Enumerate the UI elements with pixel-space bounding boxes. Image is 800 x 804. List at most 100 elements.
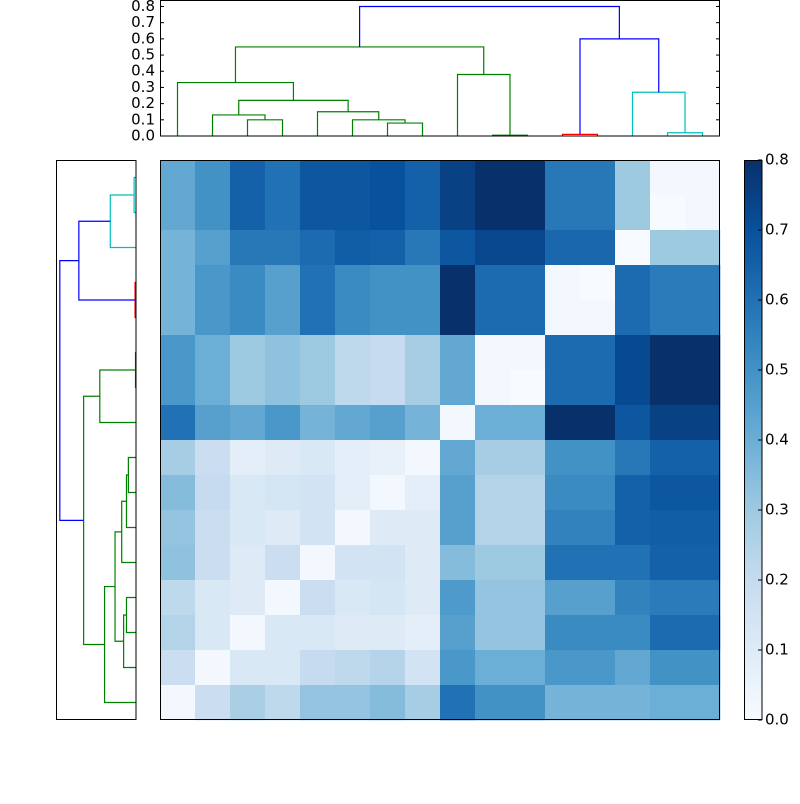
heatmap-cell <box>580 195 615 230</box>
heatmap-cell <box>230 650 265 685</box>
heatmap-cell <box>545 685 580 720</box>
heatmap-cell <box>370 265 405 300</box>
colorbar-tick-label: 0.3 <box>765 501 789 519</box>
heatmap-cell <box>265 370 300 405</box>
heatmap-cell <box>650 265 685 300</box>
heatmap-cell <box>685 300 720 335</box>
heatmap-cell <box>650 230 685 265</box>
heatmap-cell <box>160 650 195 685</box>
heatmap-cell <box>685 615 720 650</box>
heatmap-cell <box>335 475 370 510</box>
heatmap-cell <box>440 405 475 440</box>
heatmap-cell <box>685 230 720 265</box>
y-tick-label: 0.8 <box>131 0 155 15</box>
heatmap-cell <box>405 405 440 440</box>
heatmap-cell <box>195 510 230 545</box>
heatmap-cell <box>440 300 475 335</box>
heatmap-cell <box>160 685 195 720</box>
heatmap-cell <box>160 405 195 440</box>
heatmap-cell <box>545 405 580 440</box>
y-tick-label: 0.4 <box>131 62 155 80</box>
heatmap-cell <box>370 335 405 370</box>
heatmap-cell <box>545 545 580 580</box>
heatmap-cell <box>265 510 300 545</box>
colorbar-tick-label: 0.7 <box>765 221 789 239</box>
heatmap-cell <box>510 230 545 265</box>
heatmap-cell <box>230 265 265 300</box>
heatmap-cell <box>195 335 230 370</box>
heatmap-cell <box>160 230 195 265</box>
heatmap-cell <box>335 265 370 300</box>
dendrogram-link <box>178 83 294 136</box>
colorbar-tick-label: 0.6 <box>765 291 789 309</box>
heatmap-cell <box>580 265 615 300</box>
heatmap-cell <box>230 405 265 440</box>
heatmap-cell <box>685 265 720 300</box>
heatmap-cell <box>510 615 545 650</box>
colorbar-tick-label: 0.4 <box>765 431 789 449</box>
heatmap-cell <box>650 545 685 580</box>
heatmap-cell <box>545 580 580 615</box>
heatmap-cell <box>510 195 545 230</box>
dendrogram-link <box>126 598 136 633</box>
heatmap-cell <box>370 195 405 230</box>
heatmap-cell <box>370 650 405 685</box>
heatmap-cell <box>685 580 720 615</box>
dendrogram-link <box>239 100 348 115</box>
y-tick-label: 0.6 <box>131 29 155 47</box>
heatmap-cell <box>335 510 370 545</box>
heatmap-cell <box>300 440 335 475</box>
heatmap-cell <box>160 510 195 545</box>
heatmap-cell <box>405 615 440 650</box>
heatmap-cell <box>440 650 475 685</box>
heatmap-cell <box>265 615 300 650</box>
marks <box>60 6 720 720</box>
heatmap-cell <box>510 335 545 370</box>
heatmap-cell <box>440 160 475 195</box>
heatmap-cell <box>405 195 440 230</box>
heatmap-cell <box>580 405 615 440</box>
heatmap-cell <box>510 650 545 685</box>
heatmap-cell <box>615 615 650 650</box>
heatmap-cell <box>475 370 510 405</box>
heatmap-cell <box>615 335 650 370</box>
heatmap-cell <box>230 440 265 475</box>
heatmap-cell <box>335 615 370 650</box>
heatmap-cell <box>650 685 685 720</box>
heatmap-cell <box>335 580 370 615</box>
heatmap-cell <box>510 685 545 720</box>
heatmap-cell <box>370 510 405 545</box>
heatmap-cell <box>510 510 545 545</box>
heatmap-cell <box>405 300 440 335</box>
heatmap-cell <box>265 545 300 580</box>
heatmap-cell <box>335 440 370 475</box>
heatmap-cell <box>510 370 545 405</box>
heatmap-cell <box>230 230 265 265</box>
heatmap-cell <box>335 650 370 685</box>
heatmap-cell <box>510 405 545 440</box>
dendrogram-link <box>213 115 266 136</box>
heatmap-cell <box>230 335 265 370</box>
heatmap-cell <box>685 405 720 440</box>
heatmap-cell <box>405 160 440 195</box>
heatmap-cell <box>440 685 475 720</box>
heatmap-cell <box>545 650 580 685</box>
heatmap-cell <box>580 160 615 195</box>
heatmap-cell <box>580 510 615 545</box>
heatmap-cell <box>615 685 650 720</box>
heatmap-cell <box>370 545 405 580</box>
heatmap-cell <box>160 370 195 405</box>
y-tick-label: 0.7 <box>131 13 155 31</box>
heatmap-cell <box>335 405 370 440</box>
heatmap-cell <box>615 650 650 685</box>
heatmap-cell <box>440 475 475 510</box>
heatmap-cell <box>265 195 300 230</box>
heatmap-cell <box>650 160 685 195</box>
heatmap-cell <box>650 335 685 370</box>
heatmap-cell <box>405 510 440 545</box>
heatmap-cell <box>300 650 335 685</box>
heatmap-cell <box>195 440 230 475</box>
heatmap-cell <box>230 160 265 195</box>
heatmap-cell <box>475 580 510 615</box>
dendrogram-link <box>318 112 379 136</box>
